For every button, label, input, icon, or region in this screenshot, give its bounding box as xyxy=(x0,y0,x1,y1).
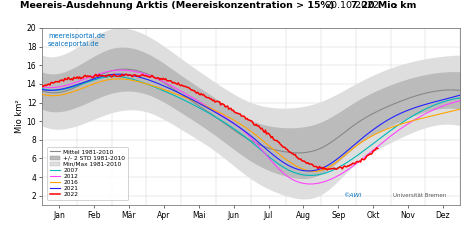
Text: ©AWI: ©AWI xyxy=(343,193,362,198)
Text: Meereis-Ausdehnung Arktis (Meereiskonzentration > 15%): Meereis-Ausdehnung Arktis (Meereiskonzen… xyxy=(20,1,334,10)
Text: 7.20 Mio km: 7.20 Mio km xyxy=(351,1,417,10)
Text: 20.10.2022:: 20.10.2022: xyxy=(326,1,383,10)
Text: meereisportal.de
seaiceportal.de: meereisportal.de seaiceportal.de xyxy=(48,33,105,47)
Text: Universität Bremen: Universität Bremen xyxy=(393,193,447,198)
Y-axis label: Mio km²: Mio km² xyxy=(15,100,24,133)
Text: 2: 2 xyxy=(393,4,397,9)
Legend: Mittel 1981-2010, +/- 2 STD 1981-2010, Min/Max 1981-2010, 2007, 2012, 2016, 2021: Mittel 1981-2010, +/- 2 STD 1981-2010, M… xyxy=(47,147,128,200)
